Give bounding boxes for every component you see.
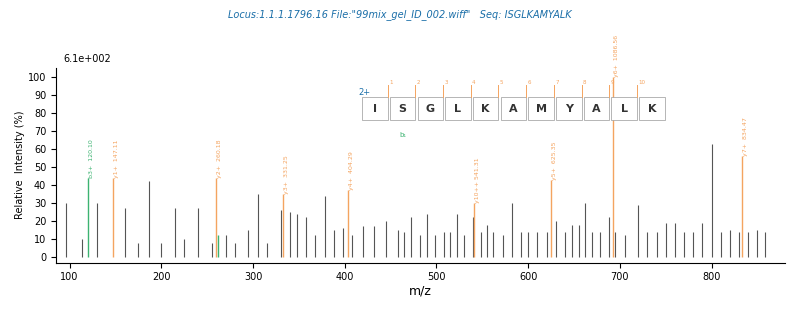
Text: 4: 4 [472, 80, 476, 85]
Text: S: S [398, 104, 406, 114]
Text: 6.1e+002: 6.1e+002 [63, 54, 111, 64]
Text: 2+: 2+ [358, 88, 370, 97]
Y-axis label: Relative  Intensity (%): Relative Intensity (%) [15, 111, 25, 219]
Text: y6+  1086.56: y6+ 1086.56 [614, 35, 619, 77]
Text: y3+  331.25: y3+ 331.25 [284, 155, 290, 194]
Text: I: I [373, 104, 377, 114]
Text: K: K [482, 104, 490, 114]
Text: b₁: b₁ [399, 132, 406, 138]
FancyBboxPatch shape [528, 97, 554, 121]
Text: G: G [426, 104, 435, 114]
Text: y1+  147.11: y1+ 147.11 [114, 139, 118, 178]
Text: 3: 3 [445, 80, 448, 85]
X-axis label: m/z: m/z [409, 285, 432, 298]
Text: 10: 10 [638, 80, 646, 85]
FancyBboxPatch shape [556, 97, 582, 121]
Text: y7+  834.47: y7+ 834.47 [743, 117, 748, 156]
FancyBboxPatch shape [639, 97, 665, 121]
FancyBboxPatch shape [611, 97, 637, 121]
Text: 9: 9 [610, 80, 614, 85]
Text: 8: 8 [583, 80, 586, 85]
Text: 2: 2 [417, 80, 420, 85]
Text: A: A [592, 104, 601, 114]
Text: Locus:1.1.1.1796.16 File:"99mix_gel_ID_002.wiff"   Seq: ISGLKAMYALK: Locus:1.1.1.1796.16 File:"99mix_gel_ID_0… [228, 9, 572, 20]
Text: 1: 1 [389, 80, 393, 85]
FancyBboxPatch shape [501, 97, 526, 121]
Text: K: K [648, 104, 656, 114]
Text: M: M [535, 104, 546, 114]
FancyBboxPatch shape [473, 97, 498, 121]
Text: y4+  404.29: y4+ 404.29 [350, 151, 354, 190]
FancyBboxPatch shape [362, 97, 387, 121]
FancyBboxPatch shape [418, 97, 443, 121]
Text: 6: 6 [527, 80, 531, 85]
FancyBboxPatch shape [584, 97, 610, 121]
Text: 7: 7 [555, 80, 558, 85]
Text: y2+  260.18: y2+ 260.18 [218, 139, 222, 178]
Text: b3+  120.10: b3+ 120.10 [89, 139, 94, 178]
Text: y5+  625.35: y5+ 625.35 [552, 141, 557, 180]
Text: y10++ 541.31: y10++ 541.31 [475, 157, 480, 203]
Text: L: L [454, 104, 462, 114]
Text: L: L [621, 104, 628, 114]
FancyBboxPatch shape [446, 97, 470, 121]
Text: A: A [509, 104, 518, 114]
Text: 5: 5 [500, 80, 503, 85]
FancyBboxPatch shape [390, 97, 415, 121]
Text: Y: Y [565, 104, 573, 114]
